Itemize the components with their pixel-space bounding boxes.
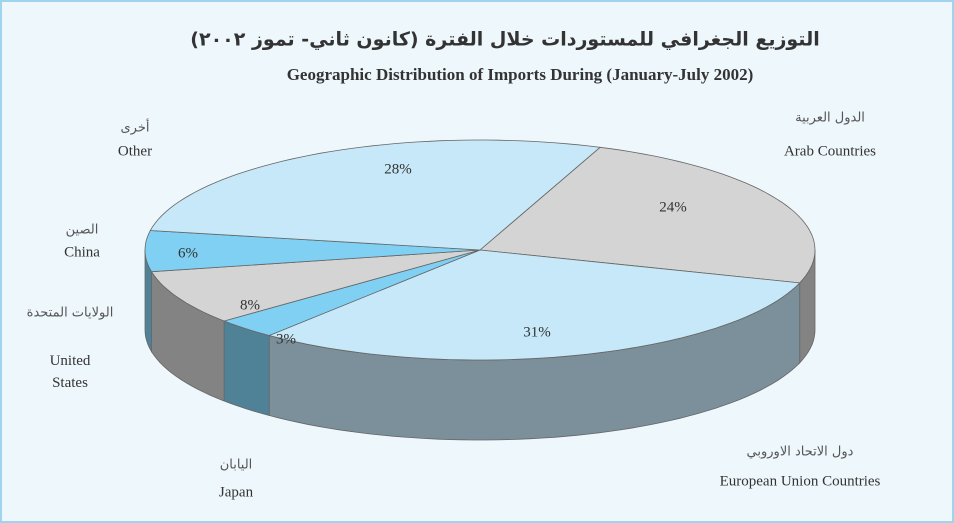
data-label: 31% [523, 324, 551, 340]
legend-label-ar: دول الاتحاد الاوروبي [747, 445, 854, 460]
legend-label: United States [50, 353, 91, 391]
legend-label-ar: اليابان [220, 458, 253, 473]
legend-label: Other [118, 143, 152, 159]
slice-side [223, 320, 270, 417]
slice [144, 230, 481, 273]
slice [149, 139, 602, 251]
data-label: 6% [178, 245, 198, 261]
legend-label-ar: الدول العربية [795, 111, 865, 126]
data-label: 8% [240, 297, 260, 313]
legend-label-ar: الصين [66, 223, 99, 238]
legend-label: Arab Countries [784, 143, 876, 159]
pie [144, 139, 816, 441]
data-label: 24% [659, 199, 687, 215]
data-label: 28% [384, 161, 412, 177]
slice [222, 249, 481, 336]
legend-label: China [64, 244, 100, 260]
legend-label: Japan [219, 484, 254, 500]
chart-title-ar: التوزيع الجغرافي للمستوردات خلال الفترة … [190, 29, 819, 51]
legend-label-ar: أخرى [121, 119, 150, 136]
data-label: 3% [276, 331, 296, 347]
slice [150, 249, 481, 322]
legend-label-ar: الولايات المتحدة [27, 306, 114, 321]
slice [479, 146, 816, 284]
slice [267, 249, 801, 361]
legend-label: European Union Countries [720, 473, 881, 489]
chart-title: Geographic Distribution of Imports Durin… [287, 65, 754, 84]
